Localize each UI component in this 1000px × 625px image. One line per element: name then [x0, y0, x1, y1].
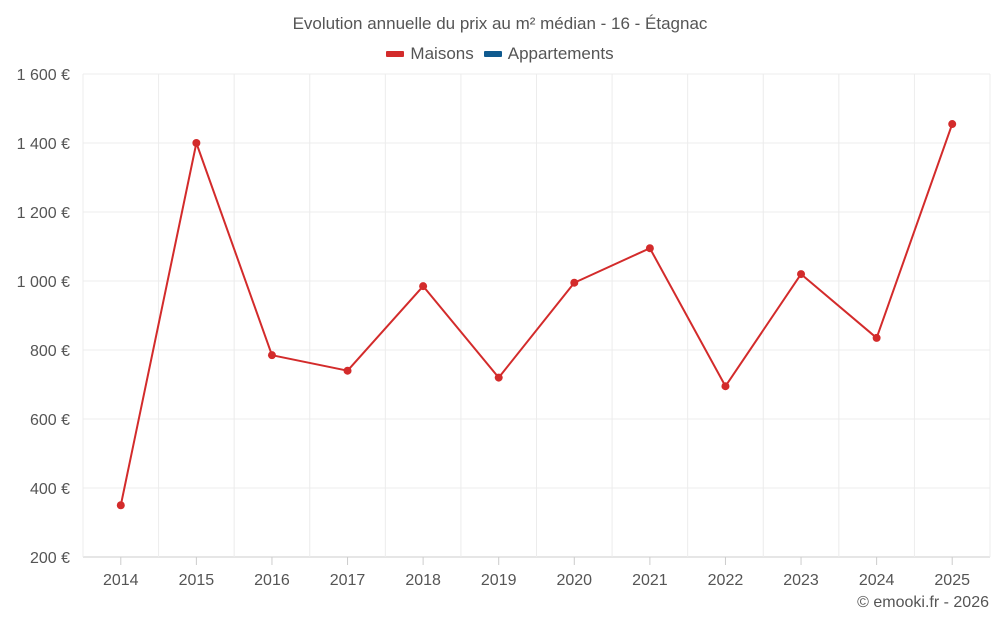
data-point-maisons-2025 [948, 120, 957, 129]
legend-item-appartements[interactable]: Appartements [483, 44, 614, 64]
x-tick-label: 2022 [708, 572, 744, 589]
y-tick-label: 600 € [30, 412, 70, 429]
x-tick-label: 2021 [632, 572, 668, 589]
x-tick-label: 2018 [405, 572, 441, 589]
y-tick-label: 800 € [30, 343, 70, 360]
data-point-maisons-2024 [872, 333, 881, 342]
data-point-maisons-2014 [116, 501, 125, 510]
x-tick-label: 2024 [859, 572, 895, 589]
axis-layer: 200 € 400 € 600 € 800 € 1 000 € 1 200 € 1 400 … [17, 67, 970, 589]
x-tick-label: 2023 [783, 572, 819, 589]
y-tick-label: 1 000 € [17, 274, 70, 291]
data-point-maisons-2022 [721, 382, 730, 391]
y-tick-label: 200 € [30, 550, 70, 567]
chart-title: Evolution annuelle du prix au m² médian … [292, 14, 708, 33]
legend: Maisons Appartements [0, 44, 1000, 64]
data-point-maisons-2016 [267, 351, 276, 360]
y-tick-label: 400 € [30, 481, 70, 498]
data-point-maisons-2018 [419, 282, 428, 291]
credit-text: © emooki.fr - 2026 [857, 594, 989, 611]
series-layer [116, 120, 957, 510]
x-tick-label: 2014 [103, 572, 139, 589]
legend-label-appartements: Appartements [507, 44, 614, 63]
legend-label-maisons: Maisons [410, 44, 474, 63]
grid-layer [82, 73, 991, 558]
legend-swatch-appartements [483, 51, 502, 57]
y-tick-label: 1 200 € [17, 205, 70, 222]
data-point-maisons-2020 [570, 278, 579, 287]
data-point-maisons-2015 [192, 139, 201, 147]
data-point-maisons-2023 [797, 270, 806, 279]
data-point-maisons-2019 [494, 373, 503, 382]
x-tick-label: 2015 [179, 572, 215, 589]
data-point-maisons-2021 [645, 244, 654, 253]
legend-item-maisons[interactable]: Maisons [386, 44, 474, 64]
legend-swatch-maisons [386, 51, 405, 57]
x-tick-label: 2020 [556, 572, 592, 589]
data-point-maisons-2017 [343, 366, 352, 375]
series-line-maisons [119, 123, 954, 506]
x-tick-label: 2017 [330, 572, 366, 589]
y-tick-label: 1 400 € [17, 136, 70, 153]
x-tick-label: 2025 [934, 572, 970, 589]
x-tick-label: 2019 [481, 572, 517, 589]
y-tick-label: 1 600 € [17, 67, 70, 84]
x-tick-label: 2016 [254, 572, 290, 589]
